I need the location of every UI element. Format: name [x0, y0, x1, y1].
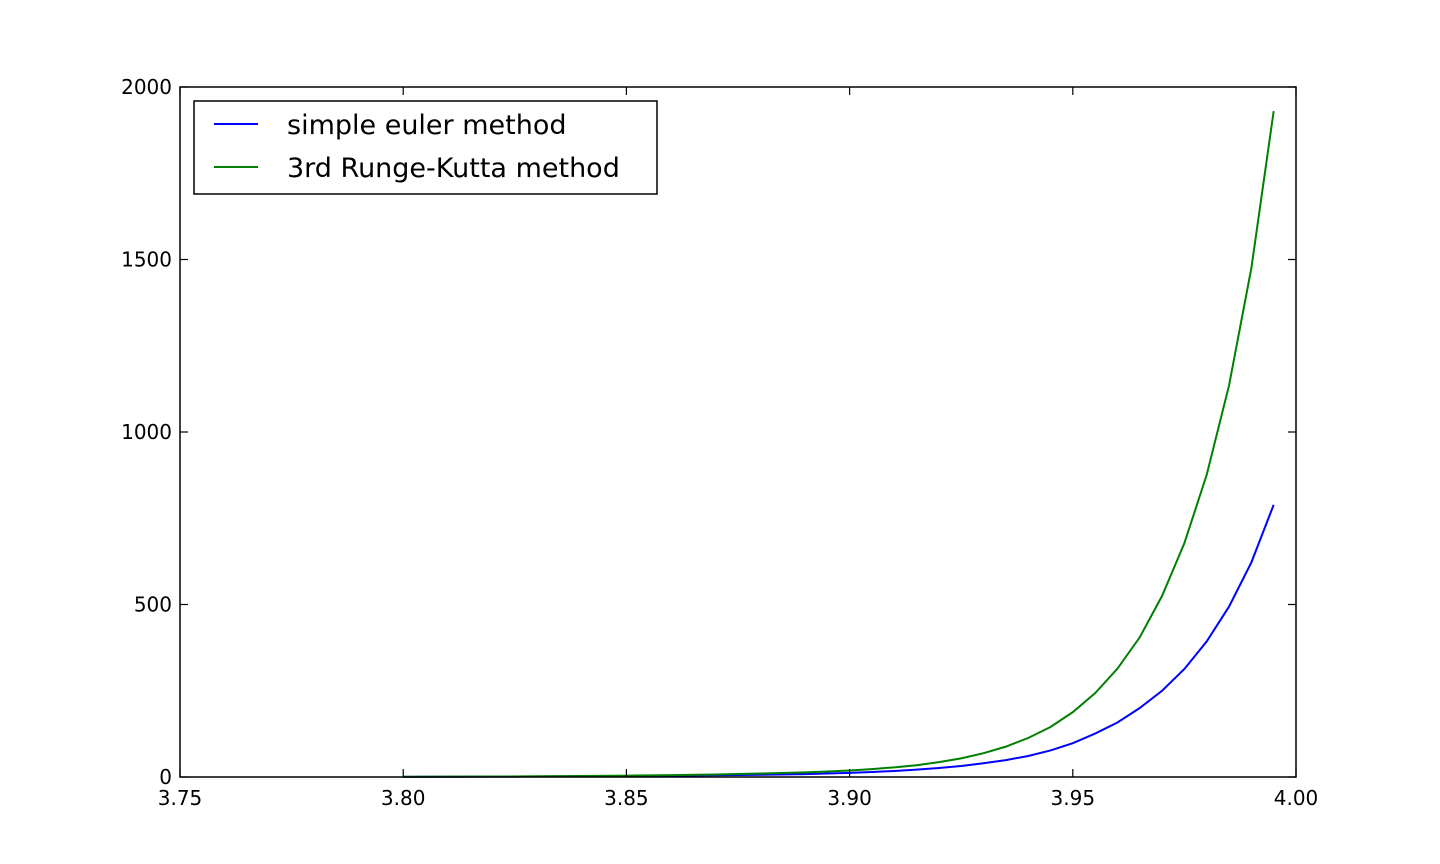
- x-tick-label: 3.85: [604, 786, 649, 810]
- legend-label-0: simple euler method: [287, 110, 567, 141]
- x-tick-label: 4.00: [1274, 786, 1319, 810]
- x-tick-label: 3.75: [158, 786, 203, 810]
- series-line-1: [403, 111, 1275, 778]
- x-tick-label: 3.90: [827, 786, 872, 810]
- series-line-0: [403, 504, 1275, 778]
- y-tick-label: 0: [159, 765, 172, 789]
- legend-label-1: 3rd Runge-Kutta method: [287, 153, 620, 184]
- x-tick-label: 3.95: [1051, 786, 1096, 810]
- legend: simple euler method 3rd Runge-Kutta metho…: [193, 100, 658, 195]
- y-tick-label: 2000: [121, 75, 172, 99]
- y-tick-label: 1000: [121, 420, 172, 444]
- series-layer: [403, 111, 1275, 778]
- x-tick-label: 3.80: [381, 786, 426, 810]
- y-tick-label: 1500: [121, 248, 172, 272]
- y-tick-label: 500: [134, 593, 172, 617]
- ticks-layer: 3.75 3.80 3.85 3.90 3.95 4.00 0 500 1000 1500 2000: [121, 75, 1318, 810]
- legend-box: [193, 100, 658, 195]
